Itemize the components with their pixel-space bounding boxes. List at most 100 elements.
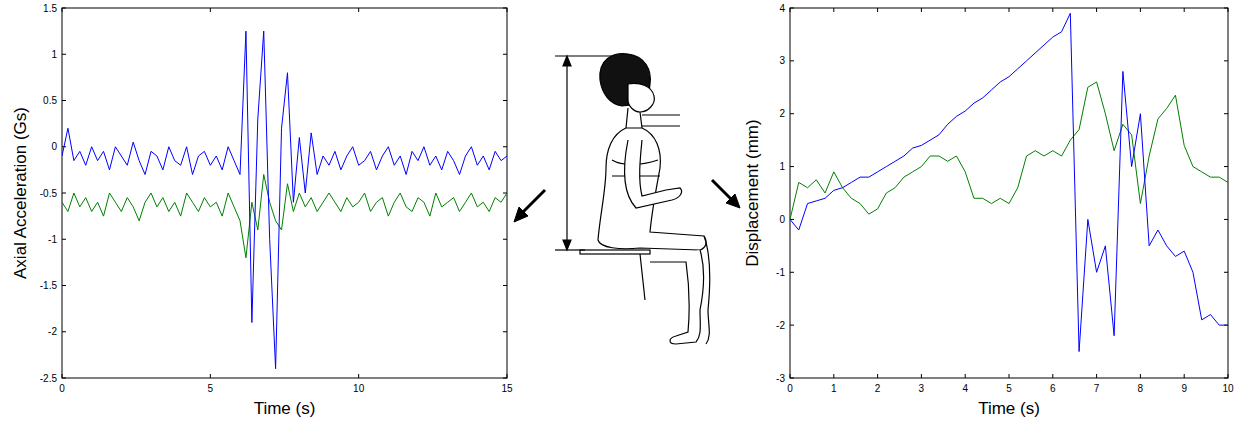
legs [650,250,704,344]
x-tick-label: 10 [353,383,365,394]
y-tick [62,193,66,194]
y-tick [503,378,507,379]
y-tick [503,239,507,240]
x-tick [833,8,834,12]
x-tick [1184,8,1185,12]
pointer-arrows [514,180,740,222]
y-tick [790,113,794,114]
x-tick [1052,374,1053,378]
x-tick-label: 0 [787,383,793,394]
x-tick-label: 5 [208,383,214,394]
y-tick [790,325,794,326]
y-tick [790,272,794,273]
x-tick [1140,374,1141,378]
y-tick-label: -1 [48,234,57,245]
x-tick [1228,374,1229,378]
x-tick [921,8,922,12]
x-tick [358,374,359,378]
y-tick [1224,113,1228,114]
neck-marker [642,114,680,115]
x-tick [921,374,922,378]
y-axis-title: Displacement (mm) [743,119,762,266]
y-tick-label: -1 [776,267,785,278]
y-tick [1224,272,1228,273]
plot-frame [62,8,507,378]
y-tick [790,8,794,9]
x-tick-label: 9 [1181,383,1187,394]
x-tick-label: 4 [962,383,968,394]
seat-leg [640,254,645,300]
y-tick-label: 0 [51,141,57,152]
y-tick-label: 1.5 [43,3,57,14]
chart-panel: 012345678910-3-2-101234Time (s)Displacem… [743,3,1234,419]
x-tick [965,8,966,12]
y-tick [790,166,794,167]
face [628,84,654,113]
x-tick [507,8,508,12]
plot-area [790,13,1228,351]
x-tick [1228,8,1229,12]
x-tick [790,374,791,378]
y-tick [62,54,66,55]
y-tick-label: -2.5 [40,373,58,384]
x-tick [507,374,508,378]
chart-panel: 051015-2.5-2-1.5-1-0.500.511.5Time (s)Ax… [11,3,513,419]
x-tick [62,374,63,378]
y-tick-label: 1 [51,49,57,60]
x-tick-label: 7 [1094,383,1100,394]
y-tick-label: 2 [779,108,785,119]
x-tick [877,374,878,378]
x-tick-label: 6 [1050,383,1056,394]
x-tick-label: 2 [875,383,881,394]
x-tick [1052,8,1053,12]
x-tick [210,374,211,378]
plot-frame [790,8,1228,378]
x-tick-label: 0 [59,383,65,394]
y-tick [503,8,507,9]
x-tick-label: 3 [919,383,925,394]
y-axis-title: Axial Acceleration (Gs) [11,107,30,279]
dimension-arrow [563,56,571,66]
x-tick-label: 15 [501,383,513,394]
arm [625,140,682,208]
x-tick-label: 1 [831,383,837,394]
dimension-arrow [563,240,571,250]
y-tick-label: 0 [779,214,785,225]
x-tick-label: 8 [1138,383,1144,394]
y-tick [790,60,794,61]
x-tick [358,8,359,12]
y-tick [62,378,66,379]
leg-outline [704,236,710,344]
x-tick [1009,8,1010,12]
y-tick-label: 1 [779,161,785,172]
x-tick [833,374,834,378]
series-line [62,31,507,369]
y-tick-label: -0.5 [40,188,58,199]
neck-marker [642,125,680,126]
y-tick-label: -1.5 [40,280,58,291]
y-tick-label: -2 [48,326,57,337]
x-tick [1009,374,1010,378]
y-tick [503,54,507,55]
neck [626,108,642,128]
y-tick [62,331,66,332]
y-tick [62,285,66,286]
y-tick [1224,378,1228,379]
arrow-head [514,207,528,222]
x-tick-label: 10 [1222,383,1234,394]
x-tick-label: 5 [1006,383,1012,394]
x-tick [62,8,63,12]
x-axis-title: Time (s) [254,399,316,418]
y-tick [62,239,66,240]
series-line [62,175,507,258]
torso [598,128,706,250]
y-tick [1224,8,1228,9]
x-tick [1140,8,1141,12]
y-tick [503,146,507,147]
x-tick [210,8,211,12]
y-tick-label: 4 [779,3,785,14]
y-tick [1224,60,1228,61]
seated-figure [555,54,710,344]
y-tick [503,285,507,286]
x-tick [790,8,791,12]
